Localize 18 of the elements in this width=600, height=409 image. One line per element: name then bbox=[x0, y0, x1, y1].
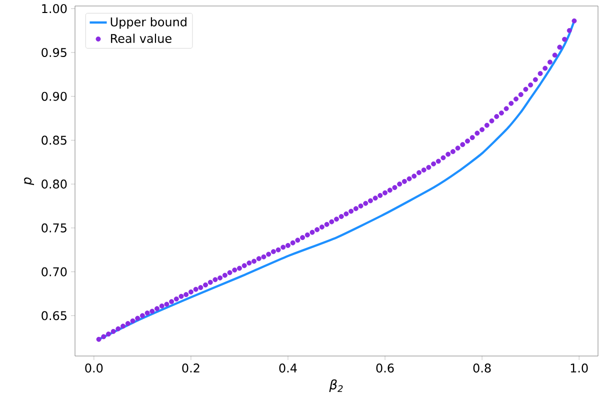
x-tick-label: 1.0 bbox=[570, 364, 588, 373]
y-tick-label: 0.70 bbox=[42, 267, 67, 276]
y-axis-title: p bbox=[24, 177, 34, 186]
y-tick-label: 0.65 bbox=[42, 311, 66, 320]
y-tick-label: 1.00 bbox=[42, 4, 67, 14]
legend-label: Upper bound bbox=[110, 17, 186, 29]
y-tick-label: 0.95 bbox=[42, 48, 66, 58]
x-tick-label: 0.2 bbox=[182, 364, 200, 373]
y-tick-label: 0.90 bbox=[42, 92, 67, 101]
y-tick-label: 0.80 bbox=[42, 180, 67, 189]
x-tick-label: 0.4 bbox=[279, 364, 297, 373]
legend-label: Real value bbox=[111, 34, 172, 43]
x-axis-title: β$_{2}$ bbox=[329, 379, 343, 392]
x-tick-label: 0.8 bbox=[473, 364, 491, 373]
x-tick-label: 0.0 bbox=[85, 364, 103, 373]
y-tick-label: 0.85 bbox=[42, 136, 66, 145]
x-tick-label: 0.6 bbox=[376, 364, 394, 373]
y-tick-label: 0.75 bbox=[42, 223, 66, 232]
